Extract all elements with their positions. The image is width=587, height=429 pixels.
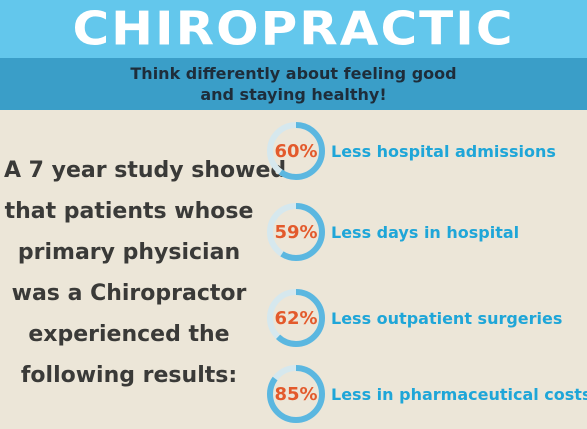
progress-ring: [267, 203, 325, 261]
stat-days-in-hospital: 59% Less days in hospital: [266, 202, 586, 262]
stat-outpatient-surgeries: 62% Less outpatient surgeries: [266, 288, 586, 348]
stat-hospital-admissions: 60% Less hospital admissions: [266, 121, 586, 181]
stat-pharmaceutical-costs: 85% Less in pharmaceutical costs: [266, 364, 587, 424]
stat-label: Less hospital admissions: [331, 141, 556, 161]
stat-percent: 62%: [274, 307, 318, 329]
subtitle-line-1: Think differently about feeling good: [130, 64, 457, 83]
page-title: CHIROPRACTIC: [72, 2, 515, 56]
stat-percent: 85%: [274, 383, 318, 405]
stat-percent: 59%: [274, 221, 318, 243]
intro-line: was a Chiropractor: [11, 281, 247, 306]
stat-label: Less in pharmaceutical costs: [331, 384, 587, 404]
progress-ring: [267, 365, 325, 423]
intro-line: primary physician: [17, 240, 241, 265]
intro-line: experienced the: [28, 322, 230, 347]
intro-line: A 7 year study showed: [4, 158, 287, 183]
progress-ring: [267, 289, 325, 347]
stat-percent: 60%: [274, 140, 318, 162]
progress-ring: [267, 122, 325, 180]
subtitle-line-2: and staying healthy!: [200, 85, 387, 104]
intro-line: that patients whose: [4, 199, 254, 224]
title-banner: CHIROPRACTIC: [0, 0, 587, 58]
subtitle-banner: Think differently about feeling good and…: [0, 58, 587, 110]
stat-label: Less days in hospital: [331, 222, 520, 242]
intro-line: following results:: [20, 363, 238, 388]
study-intro-text: A 7 year study showed that patients whos…: [4, 150, 287, 396]
stat-label: Less outpatient surgeries: [331, 308, 563, 328]
